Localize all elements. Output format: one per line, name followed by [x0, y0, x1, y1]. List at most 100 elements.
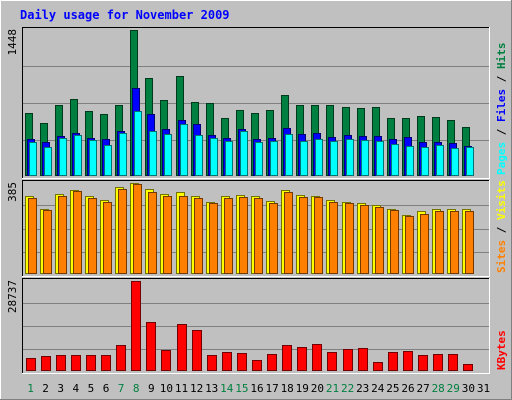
x-tick-label: 19 — [296, 382, 309, 395]
x-tick-label: 10 — [160, 382, 173, 395]
bar-kbytes-day-28 — [433, 354, 443, 371]
bar-kbytes-day-23 — [358, 348, 368, 371]
x-axis-day-labels: 1 2 3 4 5 6 7 8 9 10 11 12 13 14 15 16 17 18 19 20 21 22 23 24 2… — [27, 382, 490, 395]
bar-sites-day-4 — [73, 191, 82, 274]
bar-sites-day-13 — [209, 203, 218, 274]
bar-kbytes-day-10 — [161, 350, 171, 371]
bar-pages-day-6 — [104, 145, 112, 176]
bar-pages-day-28 — [436, 145, 444, 176]
bar-sites-day-1 — [28, 198, 37, 274]
x-tick-label: 23 — [356, 382, 369, 395]
bar-sites-day-24 — [375, 207, 384, 274]
bar-sites-day-26 — [405, 216, 414, 274]
bar-kbytes-day-15 — [237, 353, 247, 371]
bar-kbytes-day-17 — [267, 354, 277, 371]
x-tick-label: 21 — [326, 382, 339, 395]
panel-hits-max-label: 1448 — [6, 29, 19, 56]
x-tick-label: 4 — [72, 382, 79, 395]
bar-kbytes-day-9 — [146, 322, 156, 371]
x-tick-label: 11 — [175, 382, 188, 395]
bar-kbytes-day-25 — [388, 352, 398, 371]
panel-kbytes-legend: KBytes — [495, 330, 508, 370]
bar-pages-day-20 — [315, 139, 323, 176]
series-pages — [29, 111, 474, 176]
bar-pages-day-18 — [285, 134, 293, 176]
bar-kbytes-day-13 — [207, 355, 217, 371]
x-tick-label: 9 — [148, 382, 155, 395]
bar-sites-day-15 — [239, 197, 248, 274]
bar-pages-day-22 — [346, 139, 354, 176]
legend-separator: / — [495, 69, 508, 89]
x-tick-label: 8 — [133, 382, 140, 395]
bar-kbytes-day-21 — [327, 352, 337, 371]
bar-pages-day-25 — [391, 144, 399, 176]
bar-sites-day-20 — [314, 197, 323, 274]
bar-pages-day-5 — [89, 140, 97, 176]
bar-pages-day-29 — [451, 148, 459, 176]
x-tick-label: 31 — [477, 382, 490, 395]
bar-kbytes-day-11 — [177, 324, 187, 371]
x-tick-label: 26 — [401, 382, 414, 395]
bar-sites-day-27 — [420, 214, 429, 274]
bar-sites-day-11 — [179, 196, 188, 274]
x-tick-label: 28 — [432, 382, 445, 395]
series-kbytes — [26, 281, 473, 371]
bar-pages-day-11 — [180, 124, 188, 176]
x-tick-label: 25 — [386, 382, 399, 395]
x-tick-label: 16 — [250, 382, 263, 395]
bar-kbytes-day-24 — [373, 362, 383, 371]
bar-kbytes-day-12 — [192, 330, 202, 371]
bar-pages-day-9 — [149, 131, 157, 176]
bar-pages-day-23 — [361, 140, 369, 176]
bar-sites-day-21 — [329, 202, 338, 274]
bar-pages-day-14 — [225, 141, 233, 176]
bar-kbytes-day-1 — [26, 358, 36, 371]
bar-pages-day-1 — [29, 142, 37, 176]
x-tick-label: 5 — [88, 382, 95, 395]
x-tick-label: 3 — [57, 382, 64, 395]
bar-kbytes-day-7 — [116, 345, 126, 371]
x-tick-label: 18 — [281, 382, 294, 395]
bar-pages-day-19 — [300, 141, 308, 176]
x-tick-label: 27 — [416, 382, 429, 395]
x-tick-label: 6 — [103, 382, 110, 395]
bar-sites-day-7 — [118, 189, 127, 274]
x-tick-label: 13 — [205, 382, 218, 395]
bar-sites-day-22 — [345, 203, 354, 274]
bar-pages-day-8 — [134, 111, 142, 176]
legend-kbytes: KBytes — [495, 330, 508, 370]
bar-sites-day-8 — [133, 184, 142, 274]
bar-sites-day-18 — [284, 192, 293, 274]
panel-kbytes: 28737 KBytes — [6, 278, 508, 374]
chart-panels: 1448 Pages / Files / Hits 385 Sites / Visit… — [6, 27, 508, 374]
bar-kbytes-day-2 — [41, 356, 51, 371]
bar-pages-day-4 — [74, 135, 82, 176]
bar-sites-day-3 — [58, 196, 67, 274]
bar-kbytes-day-14 — [222, 352, 232, 371]
bar-kbytes-day-5 — [86, 355, 96, 371]
bar-sites-day-16 — [254, 198, 263, 274]
bar-pages-day-27 — [421, 147, 429, 176]
bar-pages-day-16 — [255, 142, 263, 176]
legend-separator: / — [495, 220, 508, 240]
bar-kbytes-day-19 — [297, 347, 307, 371]
legend-separator: / — [495, 122, 508, 142]
x-tick-label: 29 — [447, 382, 460, 395]
x-tick-label: 20 — [311, 382, 324, 395]
bar-pages-day-12 — [195, 135, 203, 176]
series-sites — [28, 184, 474, 274]
bar-kbytes-day-4 — [71, 355, 81, 371]
bar-sites-day-19 — [299, 197, 308, 274]
x-tick-label: 12 — [190, 382, 203, 395]
bar-kbytes-day-26 — [403, 351, 413, 371]
bar-pages-day-3 — [59, 138, 67, 176]
legend-files: Files — [495, 89, 508, 122]
bar-sites-day-5 — [88, 198, 97, 274]
x-tick-label: 22 — [341, 382, 354, 395]
bar-sites-day-14 — [224, 198, 233, 274]
legend-sites: Sites — [495, 240, 508, 273]
bar-pages-day-17 — [270, 141, 278, 176]
bar-pages-day-24 — [376, 141, 384, 176]
bar-sites-day-30 — [465, 211, 474, 274]
